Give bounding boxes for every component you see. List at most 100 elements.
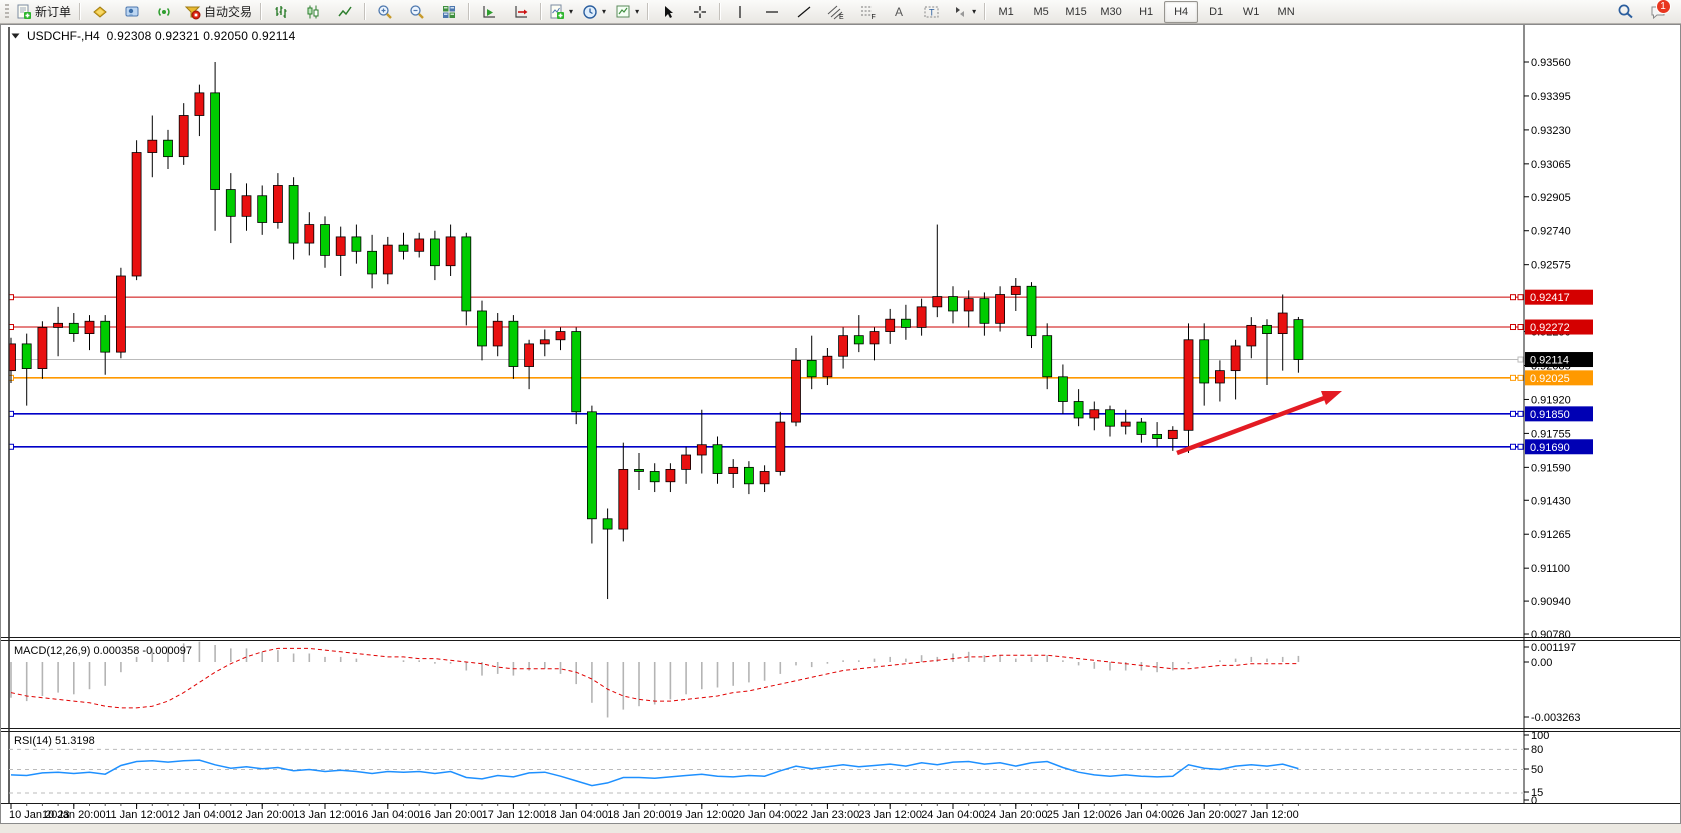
- horizontal-line-tool[interactable]: [756, 1, 787, 23]
- line-handle[interactable]: [1517, 410, 1524, 417]
- timeframe-button-m1[interactable]: M1: [998, 5, 1014, 18]
- periods-button[interactable]: ▾: [578, 1, 610, 23]
- price-tag-label: 0.92025: [1530, 373, 1570, 385]
- candle-bull: [116, 275, 126, 353]
- line-handle[interactable]: [9, 294, 14, 301]
- x-axis-label: 17 Jan 12:00: [482, 809, 546, 821]
- candle-bull: [775, 421, 786, 472]
- y-tick-label: 0.92740: [1531, 226, 1571, 238]
- candle-bear: [901, 318, 911, 328]
- timeframe-button-m5[interactable]: M5: [1033, 5, 1049, 18]
- candle-bear: [1026, 285, 1037, 337]
- line-chart-button[interactable]: [329, 1, 360, 23]
- cursor-button[interactable]: [652, 1, 683, 23]
- timeframe-button-m30[interactable]: M30: [1100, 5, 1122, 18]
- zoom-in-button[interactable]: [369, 1, 400, 23]
- dropdown-caret-icon: ▾: [602, 7, 607, 16]
- channel-tool[interactable]: E: [820, 1, 851, 23]
- clock-icon: [583, 4, 597, 19]
- timeframe-button-w1[interactable]: W1: [1242, 5, 1260, 18]
- candle-bull: [869, 331, 880, 345]
- candle-bull: [1120, 421, 1131, 427]
- trendline-tool[interactable]: [788, 1, 819, 23]
- dropdown-caret-icon: ▾: [972, 7, 977, 16]
- arrows-tool[interactable]: ▾: [948, 1, 980, 23]
- chart-canvas[interactable]: 0.93560 0.93395 0.93230 0.93065 0.92905 0.927…: [1, 25, 1680, 821]
- chart-shift-button[interactable]: [505, 1, 536, 23]
- line-handle[interactable]: [1510, 374, 1516, 381]
- candle-bear: [853, 335, 864, 345]
- x-axis-label: 24 Jan 20:00: [984, 809, 1048, 821]
- timeframe-button-mn[interactable]: MN: [1277, 5, 1295, 18]
- notifications-button[interactable]: 1: [1642, 0, 1673, 23]
- candlestick-chart-button[interactable]: [297, 1, 328, 23]
- line-handle[interactable]: [1510, 410, 1516, 417]
- notification-badge: 1: [1655, 0, 1671, 14]
- timeframe-button-d1[interactable]: D1: [1209, 5, 1224, 18]
- indicators-button[interactable]: ▾: [545, 1, 577, 23]
- line-handle[interactable]: [1517, 374, 1524, 381]
- line-handle[interactable]: [9, 443, 14, 450]
- metaeditor-button[interactable]: [116, 1, 147, 23]
- candle-bull: [822, 355, 833, 378]
- candle-bear: [100, 320, 111, 353]
- candle-bull: [9, 343, 16, 372]
- line-handle[interactable]: [9, 410, 14, 417]
- market-watch-button[interactable]: [84, 1, 115, 23]
- y-tick-label: 0.93395: [1531, 91, 1571, 103]
- text-label-tool[interactable]: T: [916, 1, 947, 23]
- line-handle[interactable]: [1517, 324, 1524, 331]
- candlestick-icon: [307, 5, 319, 18]
- candle-bear: [1152, 434, 1162, 439]
- arrows-icon: [956, 6, 965, 17]
- line-handle[interactable]: [1517, 294, 1524, 301]
- rsi-indicator-label: RSI(14) 51.3198: [14, 735, 95, 747]
- new-order-button[interactable]: 新订单: [12, 1, 75, 23]
- macd-pane: [10, 641, 1300, 718]
- line-handle[interactable]: [1517, 443, 1524, 450]
- separator: [984, 3, 986, 20]
- search-button[interactable]: [1610, 1, 1641, 23]
- rsi-scale-label: 0: [1531, 795, 1537, 807]
- auto-scroll-button[interactable]: [473, 1, 504, 23]
- line-handle[interactable]: [1510, 324, 1516, 331]
- text-tool[interactable]: A: [884, 1, 915, 23]
- cursor-icon: [664, 5, 673, 18]
- x-axis-label: 11 Jan 12:00: [105, 809, 168, 821]
- candle-bear: [712, 444, 723, 474]
- price-tag: [1525, 370, 1593, 386]
- templates-button[interactable]: ▾: [611, 1, 643, 23]
- candle-bull: [1246, 324, 1257, 347]
- signals-button[interactable]: [148, 1, 179, 23]
- timeframe-button-h4[interactable]: H4: [1164, 0, 1199, 23]
- line-handle[interactable]: [1510, 443, 1516, 450]
- tile-windows-button[interactable]: [433, 1, 464, 23]
- trend-arrow-head[interactable]: [1321, 391, 1342, 405]
- candle-bear: [68, 322, 79, 335]
- trend-arrow-line[interactable]: [1176, 394, 1328, 456]
- crosshair-button[interactable]: [684, 1, 715, 23]
- one-click-trading-toggle[interactable]: [11, 32, 20, 40]
- x-axis-label: 18 Jan 20:00: [607, 809, 671, 821]
- x-axis-label: 10 Jan 2023: [9, 809, 70, 821]
- search-icon: [1618, 4, 1633, 19]
- bar-chart-button[interactable]: [265, 1, 296, 23]
- fibonacci-tool[interactable]: F: [852, 1, 883, 23]
- x-axis-label: 24 Jan 04:00: [921, 809, 985, 821]
- candle-bull: [84, 320, 95, 335]
- autotrading-button[interactable]: 自动交易: [180, 1, 256, 23]
- macd-indicator-label: MACD(12,26,9) 0.000358 -0.000097: [14, 645, 192, 657]
- rsi-scale-label: 15: [1531, 787, 1543, 799]
- line-handle[interactable]: [1510, 294, 1516, 301]
- price-pane: [9, 62, 1524, 600]
- zoom-out-button[interactable]: [401, 1, 432, 23]
- line-handle[interactable]: [9, 324, 14, 331]
- timeframe-button-h1[interactable]: H1: [1139, 5, 1154, 18]
- line-handle[interactable]: [1517, 356, 1524, 363]
- vertical-line-tool[interactable]: [724, 1, 755, 23]
- candle-bear: [508, 320, 519, 367]
- y-tick-label: 0.93230: [1531, 125, 1571, 137]
- timeframe-button-m15[interactable]: M15: [1065, 5, 1087, 18]
- y-tick-label: 0.92575: [1531, 260, 1571, 272]
